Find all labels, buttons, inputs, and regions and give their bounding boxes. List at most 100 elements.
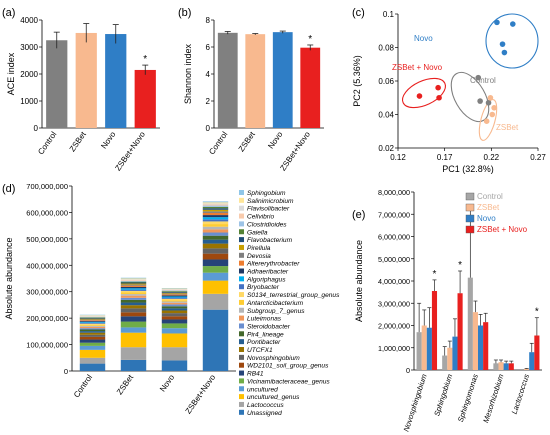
stack-segment xyxy=(202,259,229,267)
data-point xyxy=(487,94,494,101)
x-tick-label: Sphingobium xyxy=(432,373,454,417)
legend-label: Pontibacter xyxy=(247,339,281,346)
stack-segment xyxy=(79,321,106,322)
stack-segment xyxy=(120,286,147,289)
bar xyxy=(529,352,535,370)
stack-segment xyxy=(120,290,147,293)
y-tick-label: 6,000,000 xyxy=(378,233,410,242)
y-tick-label: 0.04 xyxy=(378,111,394,120)
stack-segment xyxy=(161,291,188,292)
legend-swatch xyxy=(239,315,244,321)
stack-segment xyxy=(202,217,229,220)
x-tick-label: Novo xyxy=(99,130,117,151)
legend-swatch xyxy=(239,221,244,227)
stack-segment xyxy=(120,305,147,309)
stack-segment xyxy=(79,322,106,324)
stack-segment xyxy=(161,347,188,361)
significance-marker: * xyxy=(458,260,462,271)
bar xyxy=(498,362,504,370)
bar xyxy=(534,335,540,370)
legend-swatch xyxy=(239,252,244,258)
y-tick-label: 8 xyxy=(206,16,211,25)
bar xyxy=(508,363,514,370)
stack-segment xyxy=(120,278,147,280)
legend-swatch xyxy=(239,197,244,203)
stack-segment xyxy=(202,293,229,310)
bar xyxy=(447,347,453,370)
legend-swatch xyxy=(239,276,244,282)
stack-segment xyxy=(161,301,188,303)
stack-segment xyxy=(79,314,106,316)
data-point xyxy=(489,111,496,118)
group-label: Novo xyxy=(414,34,433,43)
stack-segment xyxy=(161,293,188,295)
stack-segment xyxy=(79,331,106,333)
y-tick-label: 0 xyxy=(206,124,211,133)
legend-swatch xyxy=(465,192,475,201)
bar xyxy=(472,312,478,370)
bar xyxy=(503,363,509,370)
y-tick-label: 4 xyxy=(206,70,211,79)
legend-label: WD2101_soil_group_genus xyxy=(247,363,329,370)
x-tick-label: Lactococcus xyxy=(510,373,532,416)
legend-label: Clostridioides xyxy=(247,221,287,228)
stack-segment xyxy=(79,324,106,326)
stack-segment xyxy=(202,203,229,205)
stack-segment xyxy=(120,299,147,303)
y-axis-label: ACE index xyxy=(6,52,16,95)
stack-segment xyxy=(79,317,106,319)
y-tick-label: 0.06 xyxy=(378,77,394,86)
legend-label: UTCFX1 xyxy=(247,347,273,354)
bar xyxy=(524,368,530,370)
y-tick-label: 700,000,000 xyxy=(26,182,68,191)
legend-label: Flavobacterium xyxy=(247,237,293,244)
stack-segment xyxy=(120,289,147,291)
x-tick-label: 0.27 xyxy=(530,153,546,162)
y-tick-label: 0.08 xyxy=(378,44,394,53)
legend-label: Bryobacter xyxy=(247,284,280,291)
legend-swatch xyxy=(239,386,244,392)
data-point xyxy=(483,118,490,124)
x-tick-label: Novo xyxy=(158,373,176,394)
bar xyxy=(421,325,427,370)
stack-segment xyxy=(202,209,229,212)
legend-swatch xyxy=(239,284,244,290)
stack-segment xyxy=(161,308,188,311)
bar xyxy=(431,291,438,370)
stack-segment xyxy=(202,221,229,225)
y-tick-label: 1,000,000 xyxy=(378,344,410,353)
stack-segment xyxy=(79,326,106,329)
stack-segment xyxy=(79,315,106,317)
stack-segment xyxy=(161,316,188,320)
legend-label: Gaiella xyxy=(247,229,268,236)
y-tick-label: 7,000,000 xyxy=(378,210,410,219)
y-tick-label: 8,000,000 xyxy=(378,188,410,197)
stack-segment xyxy=(202,229,229,233)
bar xyxy=(75,32,97,128)
legend-label: uncultured xyxy=(247,386,278,393)
group-label: ZSBet xyxy=(496,123,519,132)
legend-swatch xyxy=(239,378,244,384)
stack-segment xyxy=(120,285,147,287)
stack-segment xyxy=(120,302,147,306)
legend-swatch xyxy=(239,205,244,211)
stack-segment xyxy=(79,325,106,327)
x-tick-label: 0.12 xyxy=(390,153,406,162)
stack-segment xyxy=(202,243,229,249)
stack-segment xyxy=(79,320,106,322)
group-label: ZSBet + Novo xyxy=(392,63,443,72)
x-tick-label: Mesorhizobium xyxy=(481,373,505,424)
bar xyxy=(217,32,238,129)
panel-c-label: (c) xyxy=(352,7,365,19)
bar xyxy=(452,336,458,370)
x-tick-label: ZSBet xyxy=(115,372,136,396)
stack-segment xyxy=(79,339,106,343)
stack-segment xyxy=(161,333,188,348)
stack-segment xyxy=(120,308,147,313)
legend-swatch xyxy=(239,307,244,313)
legend-swatch xyxy=(465,225,475,234)
stack-segment xyxy=(79,328,106,330)
legend-label: Flavisolibacter xyxy=(247,206,290,213)
stack-segment xyxy=(120,280,147,282)
